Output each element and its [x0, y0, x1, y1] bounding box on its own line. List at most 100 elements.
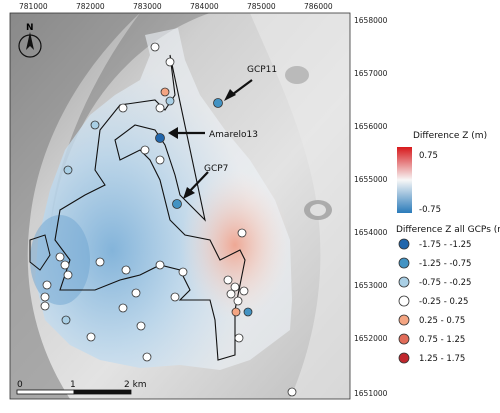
gcp-point[interactable]	[226, 289, 236, 299]
tick-782000: 782000	[76, 2, 105, 11]
right-tick-labels: 1658000 1657000 1656000 1655000 1654000 …	[354, 16, 388, 398]
north-arrow-icon	[26, 32, 34, 50]
gcp-point[interactable]	[131, 288, 141, 298]
north-arrow: N	[18, 23, 42, 58]
gcp-point[interactable]	[150, 42, 160, 52]
classes-legend: Difference Z all GCPs (m) -1.75 - -1.25 …	[396, 225, 500, 364]
continuous-legend-min: -0.75	[419, 205, 441, 215]
legend-label: -1.25 - -0.75	[419, 259, 471, 269]
gcp-point[interactable]	[40, 301, 50, 311]
tick-784000: 784000	[190, 2, 219, 11]
legend-swatch	[398, 314, 410, 326]
gcp-point[interactable]	[155, 103, 165, 113]
annotation-gcp7: GCP7	[204, 164, 228, 174]
gcp-point[interactable]	[140, 145, 150, 155]
positive-difference-zone	[180, 170, 290, 320]
gcp-point[interactable]	[86, 332, 96, 342]
legend-swatch	[398, 295, 410, 307]
tick-1652000: 1652000	[354, 334, 388, 343]
legend-label: -0.75 - -0.25	[419, 278, 471, 288]
legend-swatch	[398, 276, 410, 288]
legend-label: -0.25 - 0.25	[419, 297, 468, 307]
gcp-points	[40, 42, 297, 397]
tick-1653000: 1653000	[354, 281, 388, 290]
tick-781000: 781000	[19, 2, 48, 11]
gcp-point[interactable]	[118, 103, 128, 113]
gcp-point[interactable]	[223, 275, 233, 285]
legend-label: 1.25 - 1.75	[419, 354, 465, 364]
gcp-point[interactable]	[231, 307, 241, 317]
continuous-legend-max: 0.75	[419, 151, 438, 161]
annotation-gcp11: GCP11	[247, 65, 277, 75]
gcp-point[interactable]	[165, 96, 175, 106]
gcp-point[interactable]	[118, 303, 128, 313]
legend-swatch	[398, 238, 410, 250]
map-panel: GCP11 Amarelo13 GCP7 N 0 1 2 km	[10, 13, 350, 399]
map-border	[9, 12, 351, 400]
crater-wall-west	[10, 13, 140, 399]
gcp-point[interactable]	[230, 282, 240, 292]
tick-1651000: 1651000	[354, 389, 388, 398]
gcp-point[interactable]	[63, 270, 73, 280]
continuous-legend-title: Difference Z (m)	[413, 131, 487, 141]
gcp-point[interactable]	[287, 387, 297, 397]
tick-1655000: 1655000	[354, 175, 388, 184]
gcp-point[interactable]	[165, 57, 175, 67]
legend-swatch	[398, 352, 410, 364]
tick-1657000: 1657000	[354, 69, 388, 78]
crater-ridge	[50, 13, 210, 230]
scale-bar: 0 1 2 km	[16, 380, 147, 395]
tick-785000: 785000	[247, 2, 276, 11]
gcp-point[interactable]	[170, 292, 180, 302]
gcp-point[interactable]	[60, 260, 70, 270]
scale-label-1: 1	[70, 380, 76, 390]
legend-label: 0.75 - 1.25	[419, 335, 465, 345]
gcp-point[interactable]	[142, 352, 152, 362]
legend-label: 0.25 - 0.75	[419, 316, 465, 326]
gcp-point[interactable]	[155, 260, 165, 270]
gcp11-point[interactable]	[213, 98, 223, 108]
tick-786000: 786000	[304, 2, 333, 11]
annotation-amarelo13: Amarelo13	[209, 130, 258, 140]
cone-north	[285, 66, 309, 84]
gcp-point[interactable]	[121, 265, 131, 275]
legend-swatch	[398, 333, 410, 345]
north-arrow-label: N	[26, 23, 34, 33]
amarelo13-point[interactable]	[155, 133, 165, 143]
scale-label-0: 0	[17, 380, 23, 390]
classes-legend-title: Difference Z all GCPs (m)	[396, 225, 500, 235]
gcp-point[interactable]	[95, 257, 105, 267]
gcp-point[interactable]	[155, 155, 165, 165]
gcp-point[interactable]	[42, 280, 52, 290]
continuous-legend: Difference Z (m) 0.75 -0.75	[397, 131, 487, 215]
cone-east-crater	[310, 204, 326, 216]
lava-flow-outline	[54, 54, 246, 361]
tick-1654000: 1654000	[354, 228, 388, 237]
gcp-point[interactable]	[233, 296, 243, 306]
tick-1658000: 1658000	[354, 16, 388, 25]
gcp-point[interactable]	[55, 252, 65, 262]
annotation-arrows	[168, 79, 253, 199]
gcp-point[interactable]	[63, 165, 73, 175]
gcp7-point[interactable]	[172, 199, 182, 209]
gcp-point[interactable]	[239, 286, 249, 296]
tick-783000: 783000	[133, 2, 162, 11]
legend-swatch	[398, 257, 410, 269]
gcp-point[interactable]	[178, 267, 188, 277]
gcp-point[interactable]	[160, 87, 170, 97]
legend-label: -1.75 - -1.25	[419, 240, 471, 250]
gcp-point[interactable]	[40, 292, 50, 302]
gcp-point[interactable]	[234, 333, 244, 343]
gcp-point[interactable]	[61, 315, 71, 325]
tick-1656000: 1656000	[354, 122, 388, 131]
top-tick-labels: 781000 782000 783000 784000 785000 78600…	[19, 2, 333, 11]
lava-flow-outline-west	[29, 234, 51, 271]
gcp-point[interactable]	[136, 321, 146, 331]
scale-label-2km: 2 km	[124, 380, 147, 390]
gcp-point[interactable]	[237, 228, 247, 238]
gcp-point[interactable]	[243, 307, 253, 317]
eastern-slopes	[250, 13, 350, 399]
continuous-legend-colorbar	[397, 147, 412, 213]
gcp-point[interactable]	[90, 120, 100, 130]
